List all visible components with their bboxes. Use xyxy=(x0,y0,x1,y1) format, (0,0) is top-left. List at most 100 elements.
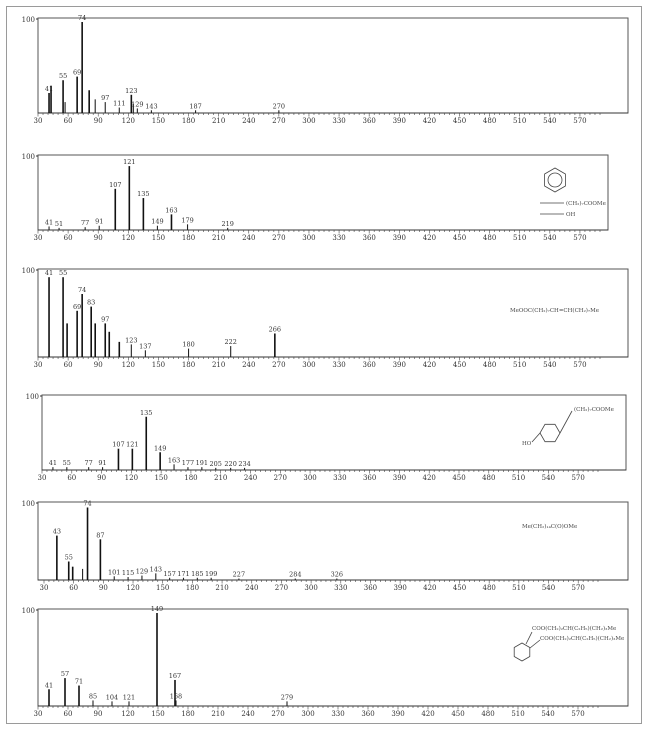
x-tick-label: 210 xyxy=(214,474,227,482)
x-tick-label: 540 xyxy=(543,234,556,242)
x-tick-label: 360 xyxy=(361,710,374,718)
x-tick-label: 30 xyxy=(40,584,49,592)
bond-line xyxy=(531,432,541,443)
peak-label-74: 74 xyxy=(83,499,91,507)
x-tick-label: 240 xyxy=(242,361,255,369)
peak-label-97: 97 xyxy=(101,94,109,102)
phthalate-ring-icon xyxy=(513,642,531,662)
structure-substituent: (CH₂)₇COOMe xyxy=(566,200,606,207)
spectrum-panel-2: 100 30 60 90 120 150 180 210 240 270 300 330 360 390 4… xyxy=(22,153,609,242)
x-tick-label: 390 xyxy=(393,584,406,592)
peak-label-227: 227 xyxy=(233,571,245,579)
x-tick-label: 60 xyxy=(64,710,73,718)
x-tick-label: 510 xyxy=(512,584,525,592)
x-tick-label: 90 xyxy=(94,117,103,125)
peak-label-121: 121 xyxy=(123,693,135,701)
peak-label-69: 69 xyxy=(73,69,81,77)
peak-label-219: 219 xyxy=(221,220,233,228)
x-tick-label: 300 xyxy=(302,234,315,242)
bond-line xyxy=(559,410,573,434)
x-tick-label: 210 xyxy=(212,361,225,369)
peak-label-168: 168 xyxy=(170,692,182,700)
x-tick-label: 150 xyxy=(152,361,165,369)
x-tick-label: 420 xyxy=(423,584,436,592)
peak-label-91: 91 xyxy=(95,218,103,226)
peak-label-266: 266 xyxy=(269,325,281,333)
peak-label-163: 163 xyxy=(165,206,177,214)
peak-label-41: 41 xyxy=(45,85,53,93)
x-tick-label: 120 xyxy=(122,234,135,242)
peak-label-187: 187 xyxy=(189,102,201,110)
x-tick-label: 180 xyxy=(184,474,197,482)
x-tick-label: 450 xyxy=(453,361,466,369)
peak-label-220: 220 xyxy=(224,460,236,468)
x-tick-label: 420 xyxy=(423,234,436,242)
x-tick-label: 240 xyxy=(242,117,255,125)
x-tick-label: 180 xyxy=(186,584,199,592)
structure-substituent: HO xyxy=(522,441,532,447)
x-tick-label: 450 xyxy=(451,710,464,718)
peak-label-97: 97 xyxy=(101,315,109,323)
x-tick-label: 180 xyxy=(182,234,195,242)
panel-frame xyxy=(41,394,627,471)
x-tick-label: 150 xyxy=(156,584,169,592)
x-tick-label: 360 xyxy=(362,234,375,242)
x-tick-label: 330 xyxy=(332,234,345,242)
peak-label-71: 71 xyxy=(75,678,83,686)
x-tick-label: 270 xyxy=(272,234,285,242)
x-tick-label: 90 xyxy=(97,474,106,482)
x-tick-label: 240 xyxy=(241,710,254,718)
x-tick-label: 510 xyxy=(513,361,526,369)
x-tick-label: 480 xyxy=(483,234,496,242)
peak-label-149: 149 xyxy=(151,605,163,613)
x-tick-label: 210 xyxy=(212,234,225,242)
spectrum-panel-3: 100 30 60 90 120 150 180 210 240 270 300 330 360 390 4… xyxy=(22,267,629,369)
peak-label-51: 51 xyxy=(55,220,63,228)
x-tick-label: 420 xyxy=(423,117,436,125)
peak-label-123: 123 xyxy=(125,336,137,344)
peak-label-143: 143 xyxy=(145,102,157,110)
x-tick-label: 390 xyxy=(393,474,406,482)
aromatic-circle-icon xyxy=(547,172,563,188)
x-tick-label: 480 xyxy=(482,584,495,592)
x-tick-label: 210 xyxy=(215,584,228,592)
peak-label-85: 85 xyxy=(89,692,97,700)
x-tick-label: 270 xyxy=(275,584,288,592)
x-tick-label: 60 xyxy=(64,117,73,125)
x-tick-label: 420 xyxy=(423,474,436,482)
structure-substituent: COO(CH₂)₂CH(C₂H₅)(CH₂)₃Me xyxy=(532,625,616,632)
x-tick-label: 540 xyxy=(543,361,556,369)
peak-label-284: 284 xyxy=(289,571,301,579)
peak-label-167: 167 xyxy=(169,672,181,680)
x-tick-label: 570 xyxy=(571,710,584,718)
x-tick-label: 60 xyxy=(64,234,73,242)
bond-line xyxy=(529,639,541,649)
peak-label-199: 199 xyxy=(205,570,217,578)
x-tick-label: 30 xyxy=(34,361,43,369)
peak-label-41: 41 xyxy=(49,459,57,467)
panel-frame xyxy=(37,154,609,231)
y-max-label: 100 xyxy=(22,267,35,275)
peak-label-177: 177 xyxy=(182,459,194,467)
peak-label-55: 55 xyxy=(59,72,67,80)
x-tick-label: 270 xyxy=(272,361,285,369)
x-tick-label: 300 xyxy=(303,474,316,482)
peak-label-74: 74 xyxy=(78,286,86,294)
x-tick-label: 90 xyxy=(94,361,103,369)
structure-substituent: OH xyxy=(566,212,576,218)
x-tick-label: 480 xyxy=(481,710,494,718)
peak-label-111: 111 xyxy=(113,100,125,108)
peak-label-191: 191 xyxy=(196,459,208,467)
x-tick-label: 540 xyxy=(541,710,554,718)
x-tick-label: 480 xyxy=(482,474,495,482)
peak-label-101: 101 xyxy=(108,568,120,576)
x-tick-label: 60 xyxy=(64,361,73,369)
x-tick-label: 480 xyxy=(483,117,496,125)
x-tick-label: 390 xyxy=(393,361,406,369)
x-tick-label: 150 xyxy=(152,117,165,125)
peak-label-77: 77 xyxy=(81,219,89,227)
x-tick-label: 390 xyxy=(393,234,406,242)
x-tick-label: 60 xyxy=(69,584,78,592)
x-tick-label: 90 xyxy=(94,710,103,718)
peak-label-123: 123 xyxy=(125,87,137,95)
